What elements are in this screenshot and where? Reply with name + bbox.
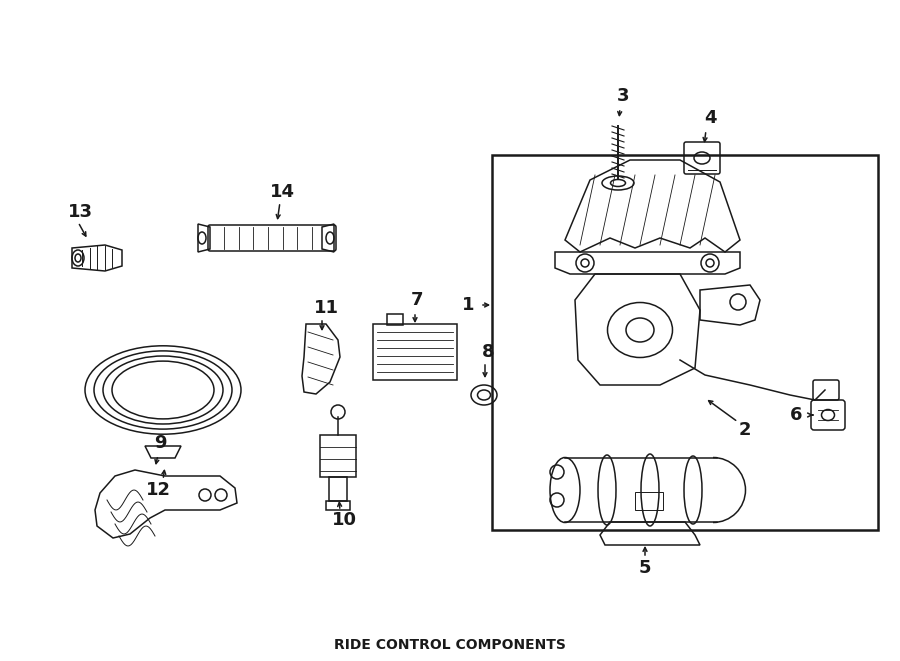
Text: 5: 5 [639, 559, 652, 577]
Text: 10: 10 [331, 511, 356, 529]
Text: 7: 7 [410, 291, 423, 309]
Text: RIDE CONTROL COMPONENTS: RIDE CONTROL COMPONENTS [334, 638, 566, 652]
Text: 1: 1 [462, 296, 474, 314]
Bar [387, 314, 403, 325]
Text: 11: 11 [313, 299, 338, 317]
Text: 8: 8 [482, 343, 494, 361]
Bar [326, 501, 350, 510]
Text: 6: 6 [790, 406, 802, 424]
Text: 9: 9 [154, 434, 166, 452]
Text: 2: 2 [739, 421, 752, 439]
Bar [492, 155, 878, 530]
Text: 4: 4 [704, 109, 716, 127]
Text: 13: 13 [68, 203, 93, 221]
Bar [373, 324, 457, 380]
Text: 3: 3 [616, 87, 629, 105]
Bar [635, 492, 663, 510]
Bar [329, 477, 347, 501]
Text: 12: 12 [146, 481, 170, 499]
Bar [320, 435, 356, 477]
Text: 14: 14 [269, 183, 294, 201]
